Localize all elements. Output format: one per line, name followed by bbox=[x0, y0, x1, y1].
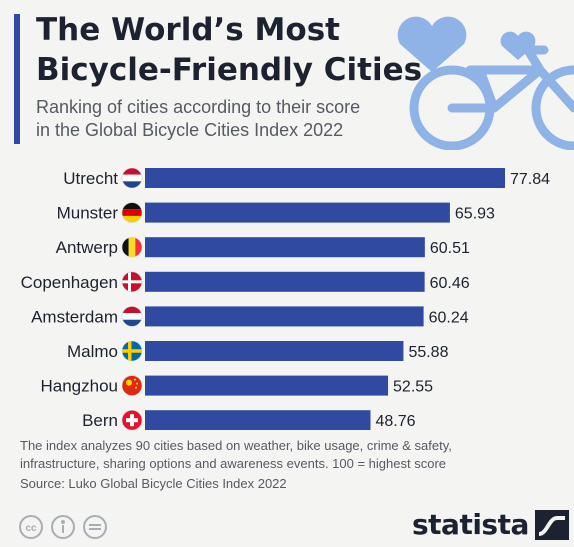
germany-flag-icon bbox=[121, 202, 143, 223]
no-derivatives-icon[interactable] bbox=[83, 515, 107, 539]
statista-logo-icon bbox=[534, 510, 569, 540]
bar bbox=[145, 341, 404, 361]
bar bbox=[145, 306, 424, 327]
bar bbox=[145, 375, 389, 396]
city-label: Hangzhou bbox=[40, 377, 118, 396]
bar bbox=[145, 237, 425, 258]
creative-commons-icon[interactable]: cc bbox=[19, 515, 43, 539]
bicycle-decoration bbox=[397, 16, 574, 150]
netherlands-flag-icon bbox=[121, 306, 143, 327]
value-label: 60.51 bbox=[430, 240, 470, 257]
methodology-note: The index analyzes 90 cities based on we… bbox=[20, 437, 560, 473]
sweden-flag-icon bbox=[121, 340, 143, 362]
attribution-icon[interactable] bbox=[51, 515, 75, 539]
netherlands-flag-icon bbox=[121, 167, 143, 189]
belgium-flag-icon bbox=[121, 236, 143, 258]
value-label: 65.93 bbox=[455, 206, 495, 223]
note-line-1: The index analyzes 90 cities based on we… bbox=[20, 438, 452, 453]
city-label: Utrecht bbox=[63, 169, 118, 188]
title-line-1: The World’s Most bbox=[36, 12, 340, 48]
source-note: Source: Luko Global Bicycle Cities Index… bbox=[20, 476, 287, 491]
subtitle-line-1: Ranking of cities according to their sco… bbox=[36, 97, 361, 117]
bar bbox=[145, 202, 450, 223]
switzerland-flag-icon bbox=[121, 409, 143, 430]
value-label: 60.46 bbox=[430, 275, 470, 292]
note-line-2: infrastructure, sharing options and awar… bbox=[20, 456, 446, 471]
city-label: Antwerp bbox=[56, 238, 118, 257]
china-flag-icon bbox=[121, 375, 143, 396]
licence-icons: cc bbox=[19, 515, 107, 539]
subtitle-line-2: in the Global Bicycle Cities Index 2022 bbox=[36, 120, 344, 140]
chart-title: The World’s Most Bicycle-Friendly Cities bbox=[36, 10, 436, 90]
value-label: 60.24 bbox=[429, 309, 469, 326]
title-accent-bar bbox=[14, 14, 20, 144]
heart-icon bbox=[500, 31, 536, 60]
bar bbox=[145, 168, 505, 188]
value-label: 55.88 bbox=[408, 344, 448, 361]
city-label: Munster bbox=[57, 204, 119, 223]
city-label: Malmo bbox=[67, 342, 118, 361]
bar bbox=[145, 410, 371, 430]
value-label: 77.84 bbox=[510, 171, 550, 188]
value-label: 48.76 bbox=[376, 413, 416, 430]
bicycle-icon bbox=[409, 45, 574, 150]
heart-icon bbox=[397, 16, 467, 72]
statista-brand[interactable]: statista bbox=[412, 508, 569, 542]
bar bbox=[145, 271, 425, 292]
brand-name: statista bbox=[412, 508, 529, 541]
value-label: 52.55 bbox=[393, 379, 433, 396]
chart-subtitle: Ranking of cities according to their sco… bbox=[36, 96, 416, 142]
city-label: Amsterdam bbox=[31, 307, 118, 326]
city-label: Copenhagen bbox=[21, 273, 118, 292]
city-label: Bern bbox=[82, 411, 118, 430]
bar-chart: Utrecht 77.84 Munster 65.93 Antwerp 60.51 Cope… bbox=[21, 167, 550, 430]
svg-text:cc: cc bbox=[25, 523, 37, 534]
denmark-flag-icon bbox=[121, 271, 143, 293]
title-line-2: Bicycle-Friendly Cities bbox=[36, 52, 423, 88]
